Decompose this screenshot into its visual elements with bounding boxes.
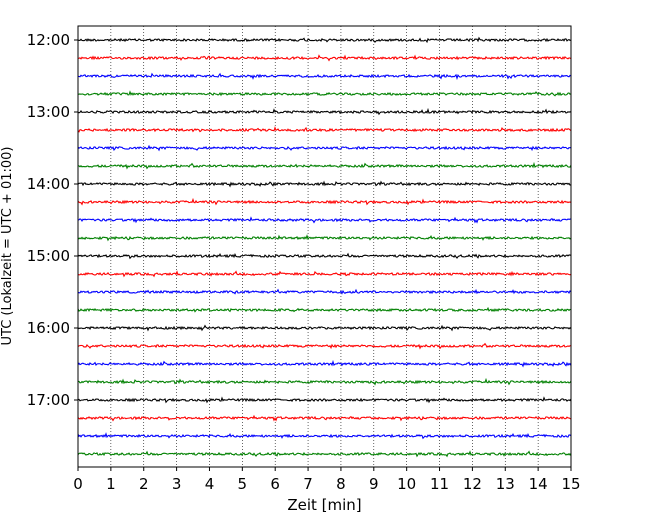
x-tick-label: 5 (238, 475, 248, 493)
trace-line (77, 90, 572, 97)
y-tick-label: 13:00 (27, 103, 70, 121)
x-tick-label: 1 (106, 475, 116, 493)
x-tick-label: 6 (270, 475, 280, 493)
trace-line (77, 324, 572, 332)
trace-line (77, 377, 572, 386)
x-tick-label: 12 (463, 475, 482, 493)
y-tick-label: 16:00 (27, 319, 70, 337)
trace-line (77, 72, 572, 81)
y-axis: 12:00 13:00 14:00 15:00 16:00 17:00 (27, 31, 78, 409)
x-tick-label: 14 (529, 475, 548, 493)
grid-lines (110, 26, 539, 467)
trace-line (77, 180, 572, 188)
trace-line (77, 216, 571, 224)
trace-line (77, 450, 572, 458)
trace-line (77, 288, 572, 295)
y-tick-label: 15:00 (27, 247, 70, 265)
x-tick-label: 13 (496, 475, 515, 493)
trace-line (77, 252, 572, 260)
trace-line (77, 54, 572, 62)
y-tick-label: 17:00 (27, 391, 70, 409)
trace-line (77, 432, 572, 440)
trace-line (77, 270, 572, 278)
plot-frame (77, 25, 572, 468)
x-tick-label: 10 (397, 475, 416, 493)
trace-line (77, 144, 572, 152)
y-tick-label: 14:00 (27, 175, 70, 193)
trace-line (77, 126, 572, 133)
trace-line (77, 234, 572, 242)
x-tick-label: 3 (172, 475, 182, 493)
trace-line (77, 36, 572, 44)
y-axis-label: UTC (Lokalzeit = UTC + 01:00) (0, 147, 15, 346)
x-tick-label: 0 (73, 475, 83, 493)
x-tick-label: 2 (139, 475, 149, 493)
x-tick-label: 15 (561, 475, 580, 493)
x-axis-label: Zeit [min] (287, 496, 361, 514)
trace-line (77, 107, 572, 116)
y-tick-label: 12:00 (27, 31, 70, 49)
x-tick-label: 8 (336, 475, 346, 493)
trace-line (77, 342, 572, 350)
trace-line (77, 161, 572, 170)
trace-group (77, 36, 572, 458)
trace-line (77, 197, 572, 206)
x-tick-label: 11 (430, 475, 449, 493)
trace-line (77, 359, 572, 368)
x-axis: 0 1 2 3 4 5 6 7 8 9 10 11 12 13 14 15 (73, 467, 581, 493)
x-tick-label: 9 (369, 475, 379, 493)
trace-line (77, 414, 572, 422)
trace-line (77, 306, 572, 313)
x-tick-label: 7 (303, 475, 313, 493)
trace-line (77, 396, 572, 404)
x-tick-label: 4 (205, 475, 215, 493)
